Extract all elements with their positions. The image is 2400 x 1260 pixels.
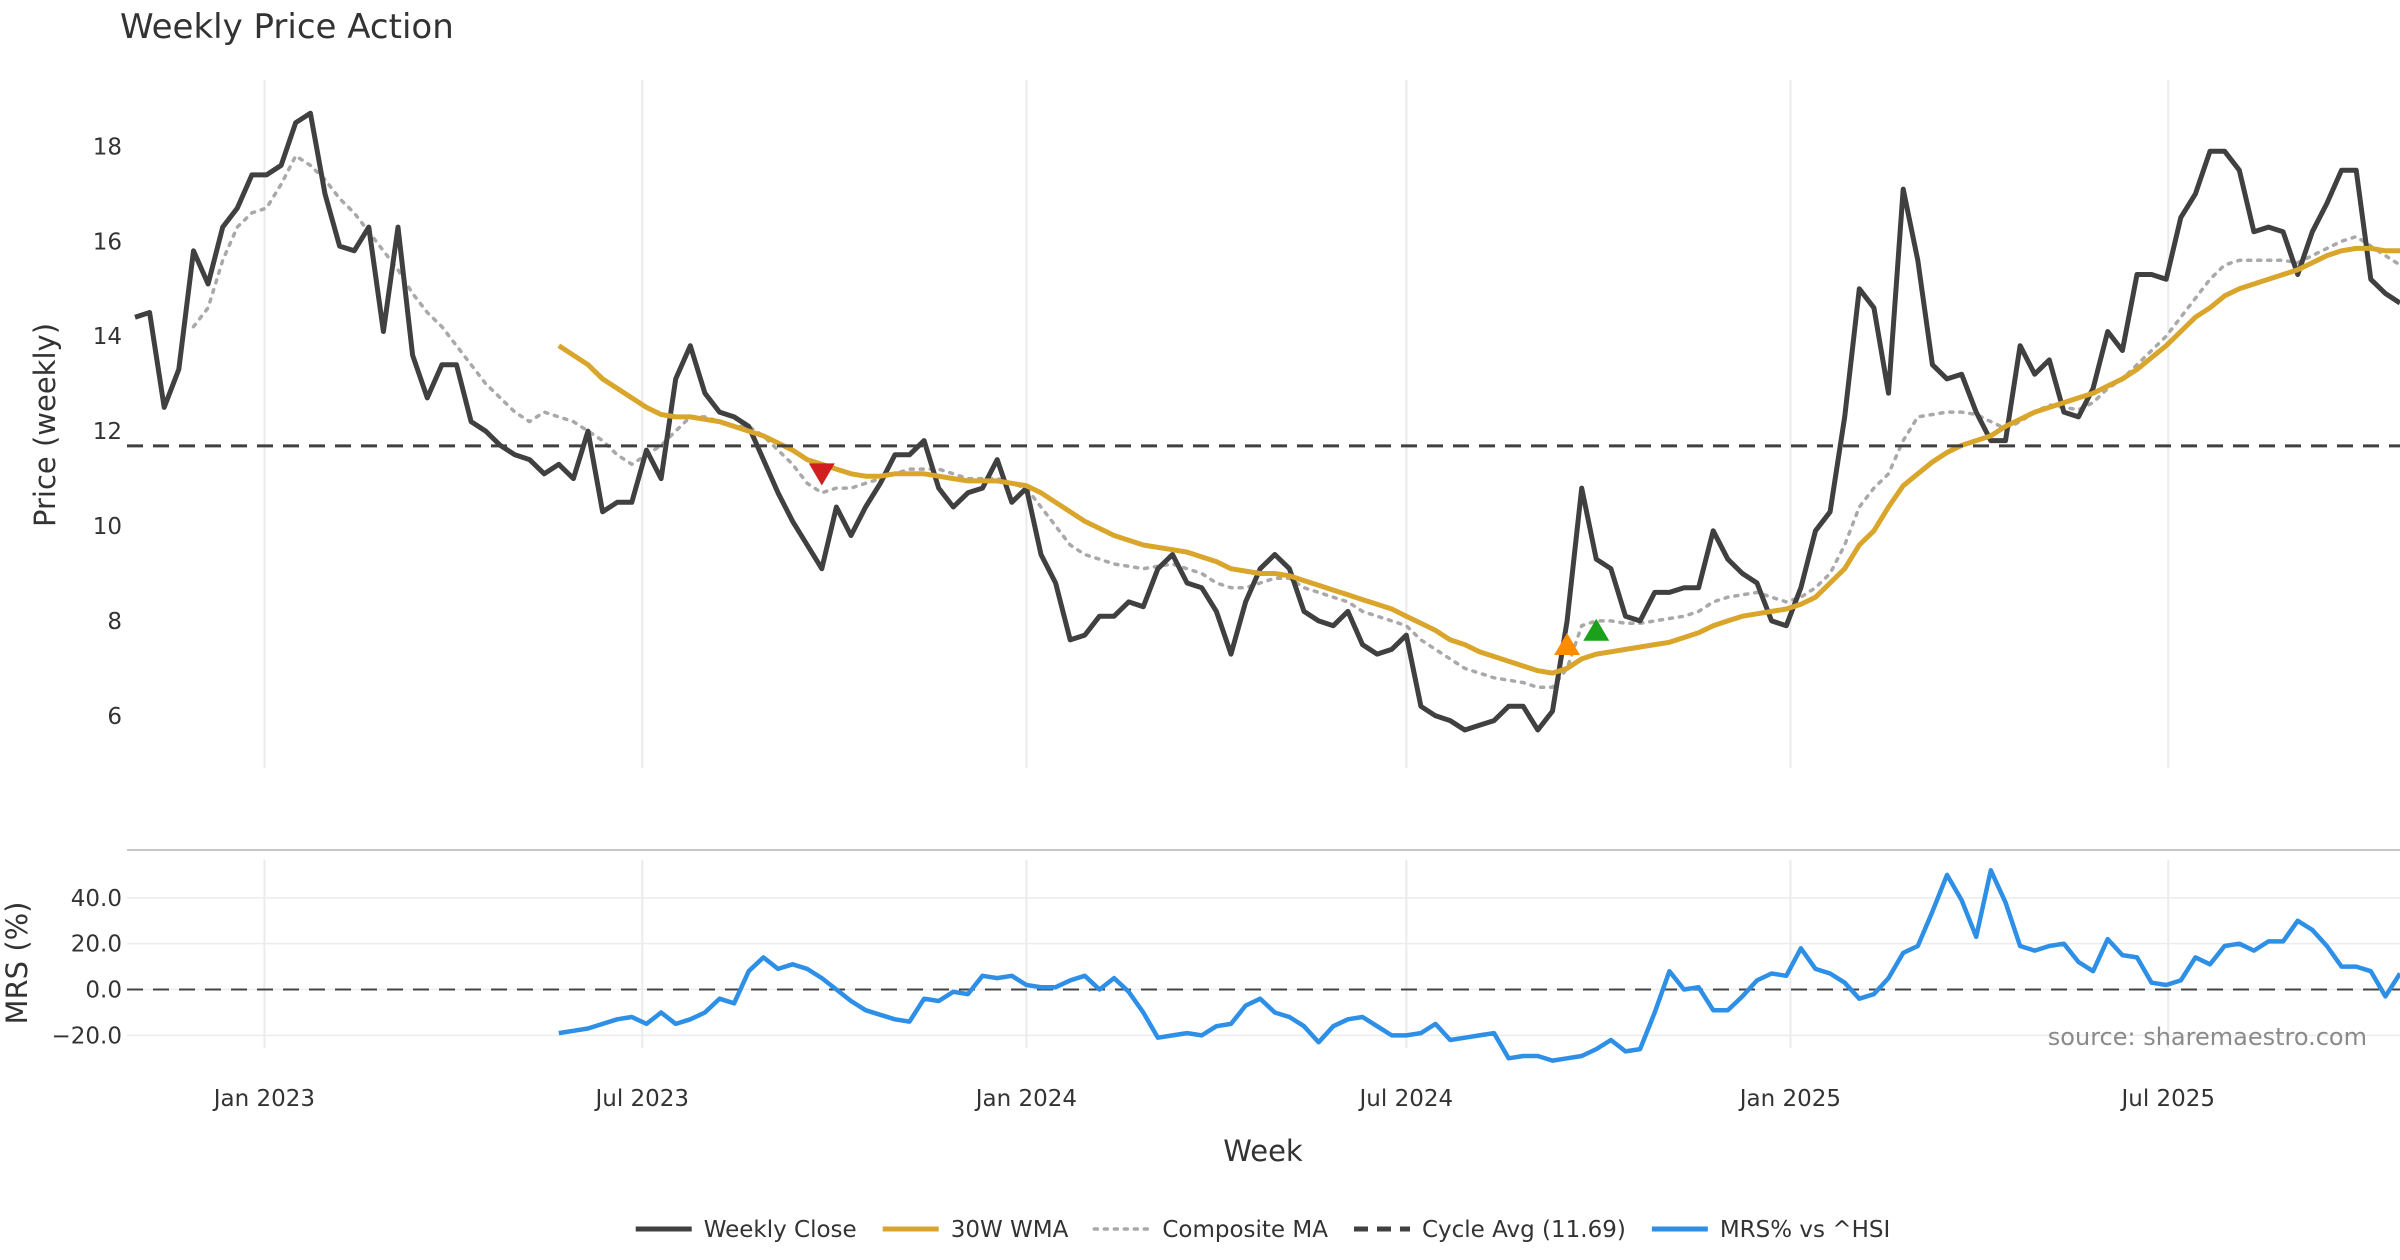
legend-item-mrs-vs-hsi: MRS% vs ^HSI: [1651, 1217, 1890, 1243]
legend-label: 30W WMA: [951, 1217, 1069, 1243]
mrs-series: [558, 868, 2400, 1063]
mrs-y-tick-label: 20.0: [71, 932, 122, 958]
x-axis-label: Week: [1223, 1134, 1303, 1168]
price-y-tick-label: 12: [93, 419, 122, 445]
legend-item-cycle-avg-11-69: Cycle Avg (11.69): [1353, 1217, 1626, 1243]
chart-title: Weekly Price Action: [120, 7, 454, 47]
mrs-y-tick-label: 0.0: [85, 978, 122, 1004]
mrs-y-ticks: −20.0 0.0 20.0 40.0: [52, 886, 122, 1050]
x-tick-label: Jan 2024: [974, 1086, 1077, 1112]
legend-label: Composite MA: [1162, 1217, 1328, 1243]
mrs-y-tick-label: 40.0: [71, 886, 122, 912]
legend-item-weekly-close: Weekly Close: [635, 1217, 857, 1243]
price-y-tick-label: 14: [93, 324, 122, 350]
legend: Weekly Close 30W WMA Composite MA Cycle Avg…: [635, 1217, 1890, 1243]
price-y-ticks: 6 8 10 12 14 16 18: [93, 134, 122, 729]
signal-marker-triangle-up: [1554, 632, 1581, 656]
series-line-composite-ma: [191, 154, 2400, 690]
x-tick-labels: Jan 2023 Jul 2023 Jan 2024 Jul 2024 Jan 2025…: [212, 1086, 2215, 1112]
price-y-tick-label: 6: [107, 704, 122, 730]
x-tick-label: Jan 2023: [212, 1086, 315, 1112]
x-tick-label: Jan 2025: [1738, 1086, 1841, 1112]
series-line-30w-wma: [557, 245, 2400, 676]
legend-label: Cycle Avg (11.69): [1422, 1217, 1626, 1243]
signal-marker-triangle-down: [808, 463, 835, 486]
price-y-tick-label: 10: [93, 514, 122, 540]
source-note: source: sharemaestro.com: [2048, 1023, 2367, 1051]
series-line-weekly-close: [134, 110, 2400, 733]
price-y-axis-label: Price (weekly): [28, 323, 62, 527]
price-grid: [263, 80, 2170, 768]
legend-label: MRS% vs ^HSI: [1720, 1217, 1890, 1243]
mrs-panel: −20.0 0.0 20.0 40.0 MRS (%) source: sharema…: [0, 860, 2400, 1063]
legend-label: Weekly Close: [704, 1217, 857, 1243]
price-panel: 6 8 10 12 14 16 18 Price (weekly): [28, 80, 2400, 768]
mrs-y-tick-label: −20.0: [52, 1023, 122, 1049]
x-tick-label: Jul 2024: [1358, 1086, 1454, 1112]
price-y-tick-label: 8: [107, 609, 122, 635]
price-series: [127, 110, 2400, 733]
series-line-mrs-vs-hsi: [558, 868, 2400, 1063]
legend-item-composite-ma: Composite MA: [1092, 1217, 1328, 1243]
x-tick-label: Jul 2025: [2119, 1086, 2215, 1112]
x-tick-label: Jul 2023: [593, 1086, 689, 1112]
price-markers: [808, 463, 1610, 656]
mrs-y-axis-label: MRS (%): [0, 902, 34, 1025]
price-y-tick-label: 18: [93, 134, 122, 160]
mrs-grid: [127, 860, 2400, 1048]
signal-marker-triangle-up: [1583, 618, 1610, 641]
legend-item-30w-wma: 30W WMA: [882, 1217, 1069, 1243]
price-y-tick-label: 16: [93, 229, 122, 255]
